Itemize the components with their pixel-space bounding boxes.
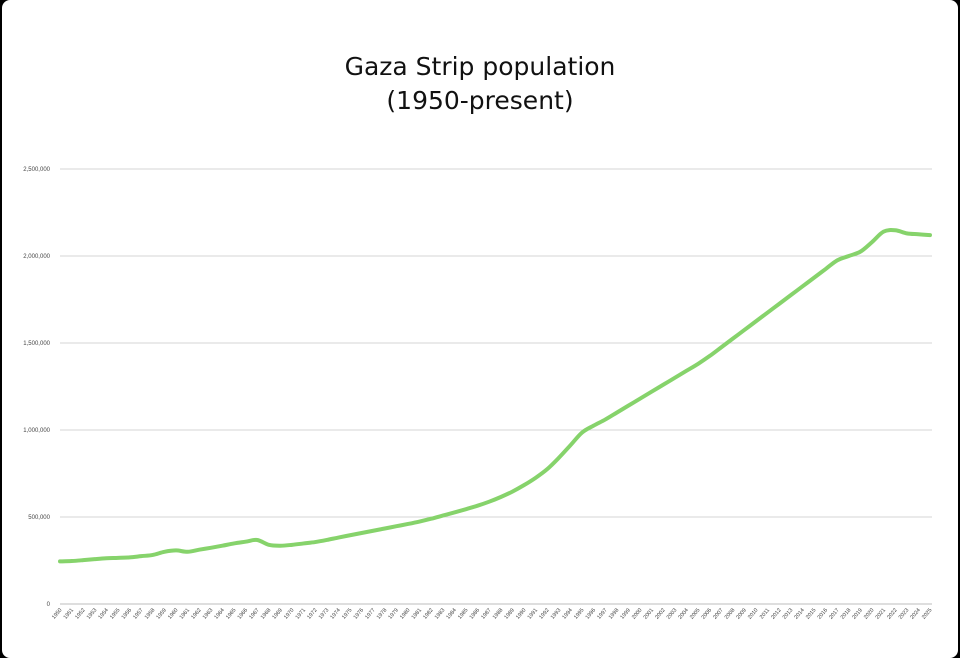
x-tick-label: 1999: [619, 607, 631, 620]
x-tick-label: 1961: [179, 607, 191, 620]
x-tick-label: 1955: [109, 607, 121, 620]
x-tick-label: 1998: [608, 607, 620, 620]
x-tick-label: 1979: [387, 607, 399, 620]
x-tick-label: 1996: [585, 607, 597, 620]
x-tick-label: 1963: [202, 607, 214, 620]
x-tick-label: 2008: [724, 607, 736, 620]
chart-title-line-1: Gaza Strip population: [344, 52, 616, 81]
x-tick-label: 1983: [434, 607, 446, 620]
x-tick-label: 1992: [538, 607, 550, 620]
x-tick-label: 1991: [527, 607, 539, 620]
x-tick-label: 1994: [561, 607, 573, 620]
x-tick-label: 2018: [840, 607, 852, 620]
chart-title: Gaza Strip population (1950-present): [2, 50, 958, 118]
x-tick-label: 1997: [596, 607, 608, 620]
x-tick-label: 2010: [747, 607, 759, 620]
x-tick-label: 2015: [805, 607, 817, 620]
x-tick-label: 1951: [63, 607, 75, 620]
x-tick-label: 2019: [851, 607, 863, 620]
x-tick-label: 1962: [190, 607, 202, 620]
x-tick-label: 2013: [782, 607, 794, 620]
x-tick-label: 1976: [353, 607, 365, 620]
x-tick-label: 1964: [213, 607, 225, 620]
x-tick-label: 1965: [225, 607, 237, 620]
x-tick-label: 1975: [341, 607, 353, 620]
series-layer: [58, 228, 932, 564]
x-tick-label: 2002: [654, 607, 666, 620]
x-tick-label: 2021: [875, 607, 887, 620]
x-tick-label: 2005: [689, 607, 701, 620]
x-tick-label: 1972: [306, 607, 318, 620]
x-tick-label: 1993: [550, 607, 562, 620]
x-tick-label: 1970: [283, 607, 295, 620]
x-tick-label: 1981: [411, 607, 423, 620]
x-tick-label: 2001: [643, 607, 655, 620]
x-axis: 1950 1951 1952 1953 1954 1955 1956 1957 1958 1959…: [51, 607, 933, 620]
x-tick-label: 1966: [237, 607, 249, 620]
series-line: [58, 228, 932, 564]
x-tick-label: 1952: [74, 607, 86, 620]
x-tick-label: 1957: [132, 607, 144, 620]
y-tick-label: 0: [47, 602, 51, 608]
x-tick-label: 1974: [329, 607, 341, 620]
x-tick-label: 2011: [759, 607, 771, 620]
x-tick-label: 1973: [318, 607, 330, 620]
x-tick-label: 2014: [793, 607, 805, 620]
x-tick-label: 2009: [735, 607, 747, 620]
x-tick-label: 2007: [712, 607, 724, 620]
x-tick-label: 2017: [828, 607, 840, 620]
x-tick-label: 1969: [271, 607, 283, 620]
x-tick-label: 1987: [480, 607, 492, 620]
x-tick-label: 1950: [51, 607, 63, 620]
x-tick-label: 1995: [573, 607, 585, 620]
chart-title-line-2: (1950-present): [386, 86, 574, 115]
x-tick-label: 1980: [399, 607, 411, 620]
x-tick-label: 1985: [457, 607, 469, 620]
x-tick-label: 1982: [422, 607, 434, 620]
x-tick-label: 1977: [364, 607, 376, 620]
y-tick-label: 2,000,000: [23, 254, 50, 260]
x-tick-label: 1986: [469, 607, 481, 620]
x-tick-label: 1958: [144, 607, 156, 620]
y-tick-label: 1,500,000: [23, 341, 50, 347]
x-tick-label: 1959: [155, 607, 167, 620]
x-tick-label: 1968: [260, 607, 272, 620]
x-tick-label: 1971: [295, 607, 307, 620]
x-tick-label: 2016: [817, 607, 829, 620]
x-tick-label: 1960: [167, 607, 179, 620]
x-tick-label: 2000: [631, 607, 643, 620]
x-tick-label: 2023: [898, 607, 910, 620]
x-tick-label: 1988: [492, 607, 504, 620]
y-tick-label: 500,000: [28, 515, 50, 521]
x-tick-label: 1956: [121, 607, 133, 620]
y-axis: 0 500,000 1,000,000 1,500,000 2,000,000 2,500…: [23, 167, 50, 608]
x-tick-label: 2006: [701, 607, 713, 620]
x-tick-label: 2003: [666, 607, 678, 620]
gridlines: [60, 168, 932, 605]
x-tick-label: 2022: [886, 607, 898, 620]
x-tick-label: 1990: [515, 607, 527, 620]
y-tick-label: 2,500,000: [23, 167, 50, 173]
x-tick-label: 1978: [376, 607, 388, 620]
x-tick-label: 1967: [248, 607, 260, 620]
x-tick-label: 2020: [863, 607, 875, 620]
x-tick-label: 2012: [770, 607, 782, 620]
y-tick-label: 1,000,000: [23, 428, 50, 434]
x-tick-label: 1954: [97, 607, 109, 620]
x-tick-label: 2024: [909, 607, 921, 620]
x-tick-label: 1989: [503, 607, 515, 620]
x-tick-label: 2025: [921, 607, 933, 620]
x-tick-label: 1984: [445, 607, 457, 620]
x-tick-label: 2004: [677, 607, 689, 620]
x-tick-label: 1953: [86, 607, 98, 620]
